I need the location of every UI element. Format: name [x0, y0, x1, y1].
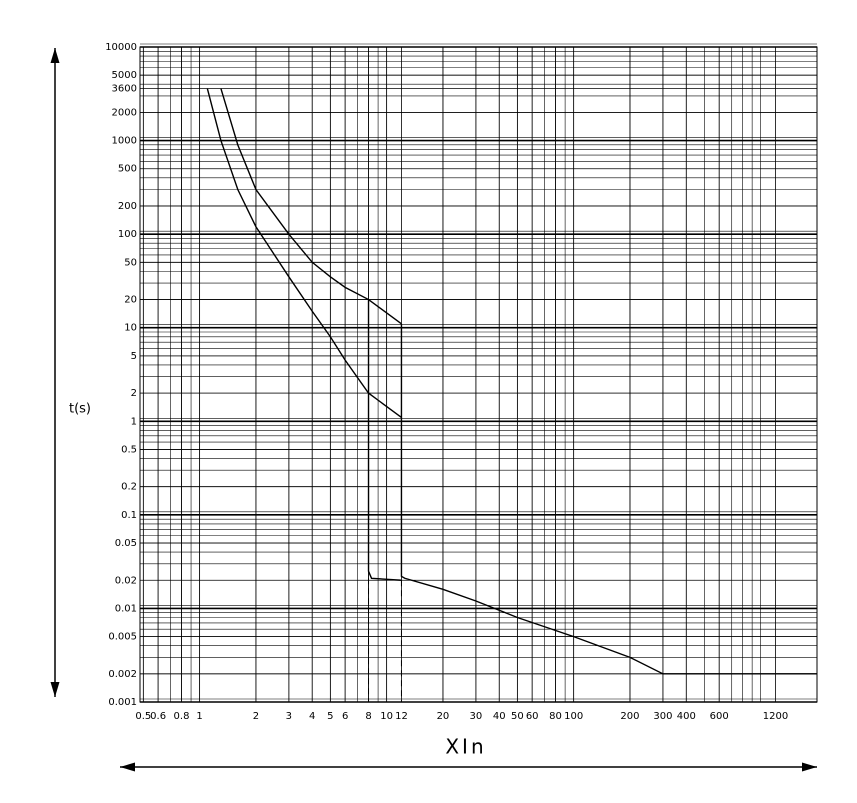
y-tick-label: 0.002 — [108, 669, 137, 680]
x-axis-label: XIn — [445, 735, 486, 759]
x-tick-label: 600 — [710, 711, 729, 722]
y-tick-label: 2000 — [112, 107, 137, 118]
x-tick-label: 5 — [327, 711, 333, 722]
x-tick-label: 10 — [380, 711, 393, 722]
x-tick-label: 30 — [470, 711, 483, 722]
x-tick-label: 0.6 — [150, 711, 166, 722]
x-tick-label: 100 — [564, 711, 583, 722]
x-tick-label: 0.5 — [135, 711, 151, 722]
y-tick-label: 10 — [124, 323, 137, 334]
x-tick-label: 1 — [196, 711, 202, 722]
y-tick-label: 5 — [131, 351, 137, 362]
y-tick-label: 0.005 — [108, 632, 137, 643]
y-tick-label: 3600 — [112, 84, 137, 95]
x-tick-label: 80 — [549, 711, 562, 722]
y-tick-label: 20 — [124, 295, 137, 306]
y-tick-label: 0.05 — [115, 538, 137, 549]
x-tick-label: 4 — [309, 711, 315, 722]
x-tick-label: 2 — [253, 711, 259, 722]
y-tick-label: 2 — [131, 388, 137, 399]
y-tick-label: 0.5 — [121, 444, 137, 455]
x-tick-label: 12 — [395, 711, 408, 722]
y-tick-label: 500 — [118, 164, 137, 175]
y-tick-label: 5000 — [112, 70, 137, 81]
y-tick-label: 100 — [118, 229, 137, 240]
curve — [400, 323, 817, 675]
y-tick-label: 10000 — [105, 42, 137, 53]
y-tick-label: 0.02 — [115, 575, 137, 586]
curve — [220, 88, 402, 325]
x-tick-label: 1200 — [763, 711, 788, 722]
x-tick-label: 0.8 — [174, 711, 190, 722]
x-tick-label: 20 — [437, 711, 450, 722]
y-tick-label: 1 — [131, 416, 137, 427]
x-tick-label: 60 — [526, 711, 539, 722]
x-tick-label: 400 — [677, 711, 696, 722]
x-tick-label: 40 — [493, 711, 506, 722]
curve — [367, 299, 402, 581]
y-tick-label: 200 — [118, 201, 137, 212]
x-tick-label: 300 — [653, 711, 672, 722]
y-tick-label: 50 — [124, 257, 137, 268]
x-tick-label: 200 — [620, 711, 639, 722]
x-tick-label: 6 — [342, 711, 348, 722]
plot-area: 0.0010.0020.0050.010.020.050.10.20.51251… — [105, 42, 818, 722]
plot-frame — [139, 46, 818, 703]
y-tick-label: 0.01 — [115, 603, 137, 614]
y-tick-label: 1000 — [112, 136, 137, 147]
y-tick-label: 0.001 — [108, 697, 137, 708]
x-tick-label: 3 — [286, 711, 292, 722]
curve — [206, 88, 402, 418]
y-tick-label: 0.2 — [121, 482, 137, 493]
x-tick-label: 8 — [365, 711, 371, 722]
y-axis-label: t(s) — [69, 402, 91, 417]
x-tick-label: 50 — [511, 711, 524, 722]
y-tick-label: 0.1 — [121, 510, 137, 521]
